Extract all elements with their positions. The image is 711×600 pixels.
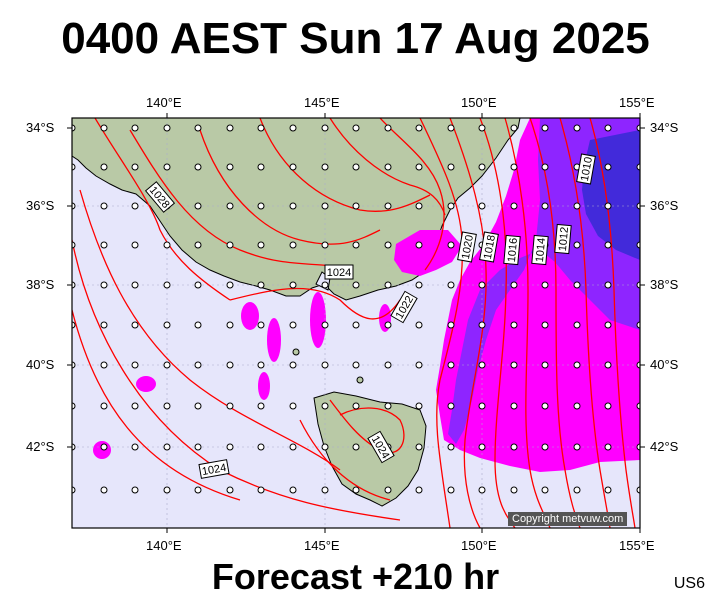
flinders-island [356, 376, 364, 384]
svg-text:1018: 1018 [482, 234, 498, 260]
lon-label: 150°E [461, 538, 497, 553]
rain-patch [267, 318, 281, 362]
rain-patch [241, 302, 259, 330]
lon-label: 145°E [304, 538, 340, 553]
rain-patch [258, 372, 270, 400]
svg-text:1016: 1016 [506, 237, 520, 262]
wind-barb-stations [72, 124, 640, 494]
forecast-label: Forecast +210 hr [211, 556, 500, 597]
lat-label: 38°S [650, 277, 679, 292]
lon-label: 155°E [619, 538, 655, 553]
lon-label: 155°E [619, 95, 655, 110]
svg-text:1012: 1012 [557, 226, 571, 251]
lat-label: 36°S [26, 198, 55, 213]
rain-area-coast [394, 230, 462, 276]
svg-text:1010: 1010 [579, 156, 595, 182]
map-frame [71, 117, 641, 529]
lon-label: 150°E [461, 95, 497, 110]
rain-patch [93, 441, 111, 459]
svg-text:1020: 1020 [460, 234, 476, 260]
lat-label: 42°S [26, 439, 55, 454]
lon-label: 140°E [146, 538, 182, 553]
rain-patch [136, 376, 156, 392]
svg-text:1014: 1014 [534, 237, 548, 262]
svg-text:1024: 1024 [201, 462, 227, 478]
king-island [292, 348, 300, 356]
lat-label: 40°S [650, 357, 679, 372]
lon-label: 145°E [304, 95, 340, 110]
chart-title: 0400 AEST Sun 17 Aug 2025 [61, 14, 650, 63]
rain-patch [310, 292, 326, 348]
region-code: US6 [673, 575, 705, 592]
copyright-notice: Copyright metvuw.com [508, 512, 628, 526]
isobars [72, 118, 636, 528]
lat-label: 36°S [650, 198, 679, 213]
lat-label: 34°S [26, 120, 55, 135]
isobar-labels: 1028 1024 1022 1024 1024 1020 1018 1016 … [144, 153, 596, 479]
svg-text:1024: 1024 [327, 267, 351, 279]
lat-label: 34°S [650, 120, 679, 135]
lon-label: 140°E [146, 95, 182, 110]
lat-label: 38°S [26, 277, 55, 292]
axis-ticks [67, 113, 645, 533]
lat-label: 40°S [26, 357, 55, 372]
rain-area-east-very-heavy [582, 130, 640, 260]
lat-label: 42°S [650, 439, 679, 454]
